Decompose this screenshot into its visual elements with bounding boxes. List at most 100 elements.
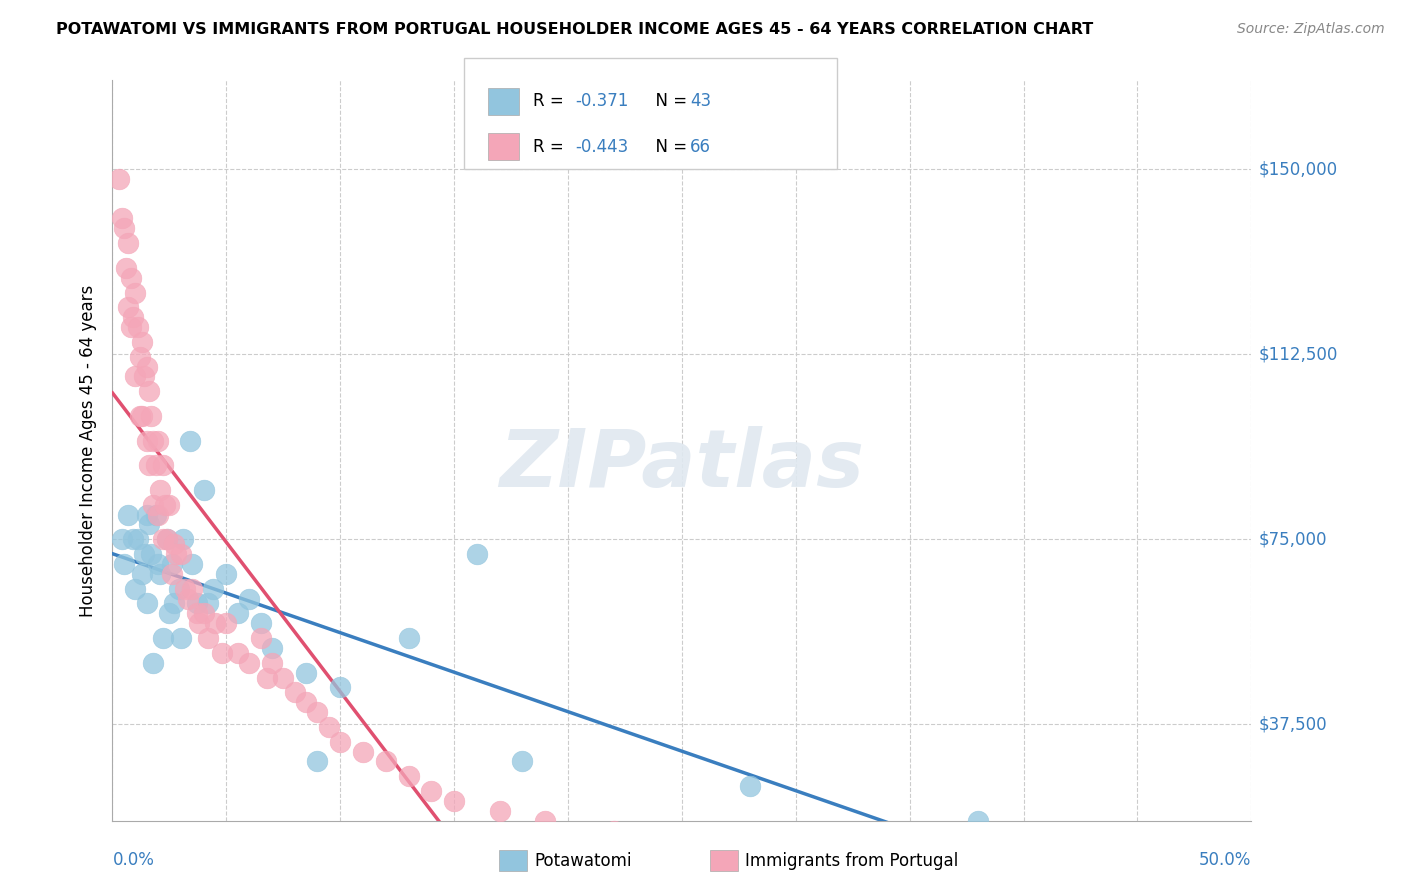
Point [197, 597, 219, 611]
Point [295, 695, 318, 709]
Point [398, 769, 420, 783]
Point [146, 508, 169, 522]
Point [134, 547, 156, 561]
Point [163, 597, 186, 611]
Point [512, 755, 534, 769]
Text: -0.371: -0.371 [575, 93, 628, 111]
Point [740, 779, 762, 793]
Point [142, 498, 165, 512]
Point [204, 616, 226, 631]
Point [156, 533, 179, 547]
Point [420, 784, 443, 798]
Point [135, 434, 157, 448]
Point [127, 533, 149, 547]
Point [141, 409, 163, 423]
Point [211, 646, 233, 660]
Point [131, 409, 153, 423]
Point [167, 582, 190, 596]
Point [238, 591, 260, 606]
Point [465, 547, 488, 561]
Point [135, 359, 157, 374]
Text: $112,500: $112,500 [1258, 345, 1337, 363]
Point [602, 823, 624, 838]
Point [141, 547, 163, 561]
Point [181, 582, 204, 596]
Point [249, 616, 271, 631]
Point [186, 597, 208, 611]
Point [193, 483, 215, 497]
Point [131, 334, 153, 349]
Text: 43: 43 [690, 93, 711, 111]
Point [152, 533, 174, 547]
Point [374, 755, 396, 769]
Point [201, 582, 224, 596]
Point [318, 720, 340, 734]
Point [295, 665, 318, 680]
Point [145, 508, 167, 522]
Point [146, 434, 169, 448]
Point [197, 631, 219, 645]
Point [149, 483, 172, 497]
Point [179, 434, 201, 448]
Point [172, 533, 194, 547]
Point [127, 320, 149, 334]
Point [398, 631, 420, 645]
Text: N =: N = [645, 93, 693, 111]
Point [135, 508, 157, 522]
Text: R =: R = [533, 93, 569, 111]
Point [215, 616, 238, 631]
Point [117, 301, 139, 315]
Point [112, 221, 135, 235]
Point [176, 591, 198, 606]
Point [120, 270, 142, 285]
Point [193, 607, 215, 621]
Point [967, 814, 990, 828]
Point [215, 566, 238, 581]
Point [142, 656, 165, 670]
Point [165, 547, 187, 561]
Point [284, 685, 307, 699]
Point [135, 597, 157, 611]
Point [122, 533, 145, 547]
Point [108, 172, 131, 186]
Text: -0.443: -0.443 [575, 137, 628, 155]
Point [124, 582, 146, 596]
Point [149, 566, 172, 581]
Point [307, 705, 329, 719]
Point [152, 458, 174, 473]
Point [534, 814, 557, 828]
Text: $150,000: $150,000 [1258, 161, 1337, 178]
Point [188, 616, 211, 631]
Point [329, 734, 352, 748]
Text: 66: 66 [690, 137, 711, 155]
Point [307, 755, 329, 769]
Point [124, 285, 146, 300]
Point [174, 582, 197, 596]
Text: ZIPatlas: ZIPatlas [499, 426, 865, 504]
Point [117, 508, 139, 522]
Point [153, 498, 176, 512]
Point [138, 517, 160, 532]
Text: R =: R = [533, 137, 569, 155]
Text: Immigrants from Portugal: Immigrants from Portugal [745, 852, 959, 870]
Text: $37,500: $37,500 [1258, 715, 1327, 733]
Point [160, 566, 183, 581]
Point [163, 537, 186, 551]
Point [260, 656, 283, 670]
Text: 0.0%: 0.0% [112, 851, 155, 869]
Point [260, 640, 283, 655]
Point [152, 631, 174, 645]
Point [249, 631, 271, 645]
Point [352, 745, 374, 759]
Point [120, 320, 142, 334]
Point [170, 547, 193, 561]
Text: POTAWATOMI VS IMMIGRANTS FROM PORTUGAL HOUSEHOLDER INCOME AGES 45 - 64 YEARS COR: POTAWATOMI VS IMMIGRANTS FROM PORTUGAL H… [56, 22, 1094, 37]
Point [128, 350, 150, 364]
Point [115, 260, 138, 275]
Point [138, 458, 160, 473]
Point [110, 211, 132, 226]
Point [488, 804, 510, 818]
Point [181, 557, 204, 571]
Point [271, 671, 295, 685]
Point [156, 533, 179, 547]
